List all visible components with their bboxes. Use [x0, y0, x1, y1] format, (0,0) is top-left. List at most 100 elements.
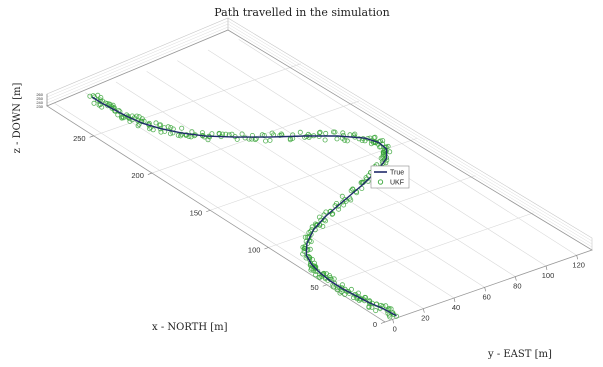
grid-line-x — [93, 63, 301, 137]
z-tick-label: 240 — [36, 100, 43, 105]
z-tick-label: 260 — [36, 92, 43, 97]
ukf-point — [393, 313, 399, 319]
ukf-point — [263, 138, 269, 144]
ukf-point — [316, 214, 322, 220]
wall-grid-line — [227, 23, 593, 245]
ukf-point — [165, 124, 171, 130]
ukf-point — [199, 130, 205, 136]
ukf-point — [127, 118, 133, 124]
grid-line-x — [326, 212, 534, 286]
wall-grid-line — [227, 20, 593, 242]
y-axis-label: y - EAST [m] — [487, 349, 552, 360]
y-tick-mark — [515, 276, 517, 281]
ukf-point — [320, 223, 326, 229]
ukf-point — [95, 97, 101, 103]
ukf-point — [330, 129, 336, 135]
ukf-point — [302, 134, 308, 140]
ukf-point — [308, 265, 314, 271]
ukf-point — [366, 304, 372, 310]
ukf-point — [383, 303, 389, 309]
ukf-point — [110, 102, 116, 108]
y-tick-mark — [576, 255, 578, 260]
ukf-point — [334, 136, 340, 142]
ukf-point — [297, 129, 303, 135]
x-tick-mark — [89, 135, 94, 138]
y-tick-label: 80 — [513, 282, 521, 291]
floor-frame — [46, 29, 593, 323]
x-tick-mark — [206, 209, 211, 213]
ukf-point — [91, 100, 97, 106]
ukf-point — [333, 200, 339, 206]
ukf-point — [340, 130, 346, 136]
ukf-point — [269, 130, 275, 136]
ukf-point — [239, 131, 245, 137]
x-tick-mark — [380, 321, 386, 324]
ukf-point — [168, 125, 174, 131]
ukf-point — [300, 251, 306, 257]
ukf-point — [382, 144, 388, 150]
ukf-point — [363, 175, 369, 181]
ukf-point — [267, 137, 273, 143]
ukf-point — [119, 115, 125, 121]
ukf-point — [339, 193, 345, 199]
z-axis-label: z - DOWN [m] — [12, 83, 23, 154]
x-axis-label: x - NORTH [m] — [152, 322, 228, 333]
ukf-point — [242, 135, 248, 141]
ukf-point — [316, 130, 322, 136]
x-tick-mark — [264, 247, 269, 250]
x-tick-mark — [147, 172, 153, 175]
y-tick-mark — [484, 287, 486, 292]
ukf-point — [323, 130, 329, 136]
y-tick-mark — [392, 319, 394, 324]
ukf-point — [377, 144, 383, 150]
ukf-point — [322, 218, 328, 224]
true-path-line — [91, 96, 397, 317]
y-tick-label: 0 — [393, 324, 397, 333]
legend-ukf-label: UKF — [390, 180, 404, 187]
x-axis-ticks: 0 50 100 150 200 250 — [73, 134, 386, 329]
ukf-point — [167, 131, 173, 137]
ukf-point — [344, 138, 350, 144]
ukf-point — [191, 133, 197, 139]
ukf-point — [330, 284, 336, 290]
ukf-point — [87, 93, 93, 99]
legend-ukf-swatch — [377, 179, 384, 185]
ukf-point — [184, 132, 190, 138]
ukf-point — [179, 125, 185, 131]
y-tick-label: 20 — [421, 314, 429, 323]
x-tick-label: 0 — [373, 320, 377, 329]
x-tick-label: 250 — [73, 134, 86, 143]
ukf-series-markers — [87, 92, 399, 320]
ukf-point — [348, 286, 354, 292]
z-tick-label: 230 — [36, 104, 43, 109]
x-tick-label: 200 — [131, 171, 144, 180]
x-tick-label: 150 — [190, 208, 203, 217]
x-tick-label: 100 — [248, 246, 261, 255]
ukf-point — [307, 246, 313, 252]
y-tick-mark — [423, 308, 425, 313]
ukf-point — [322, 137, 328, 143]
ukf-point — [147, 126, 153, 132]
y-tick-mark — [453, 297, 456, 303]
z-tick-label: 250 — [36, 96, 43, 101]
y-tick-label: 100 — [542, 271, 555, 280]
grid-line-y — [207, 49, 547, 267]
y-tick-label: 60 — [482, 292, 490, 301]
ukf-point — [352, 131, 358, 137]
ukf-point — [359, 185, 365, 191]
y-tick-label: 120 — [572, 260, 585, 269]
ukf-point — [175, 132, 181, 138]
ukf-point — [351, 292, 357, 298]
ukf-point — [136, 114, 142, 120]
ukf-point — [121, 115, 127, 121]
ukf-point — [327, 208, 333, 214]
ukf-point — [205, 137, 211, 143]
ukf-point — [178, 131, 184, 137]
wall-grid-line — [46, 20, 229, 98]
ukf-point — [313, 272, 319, 278]
floor-outline — [46, 29, 593, 323]
x-tick-mark — [322, 284, 327, 287]
